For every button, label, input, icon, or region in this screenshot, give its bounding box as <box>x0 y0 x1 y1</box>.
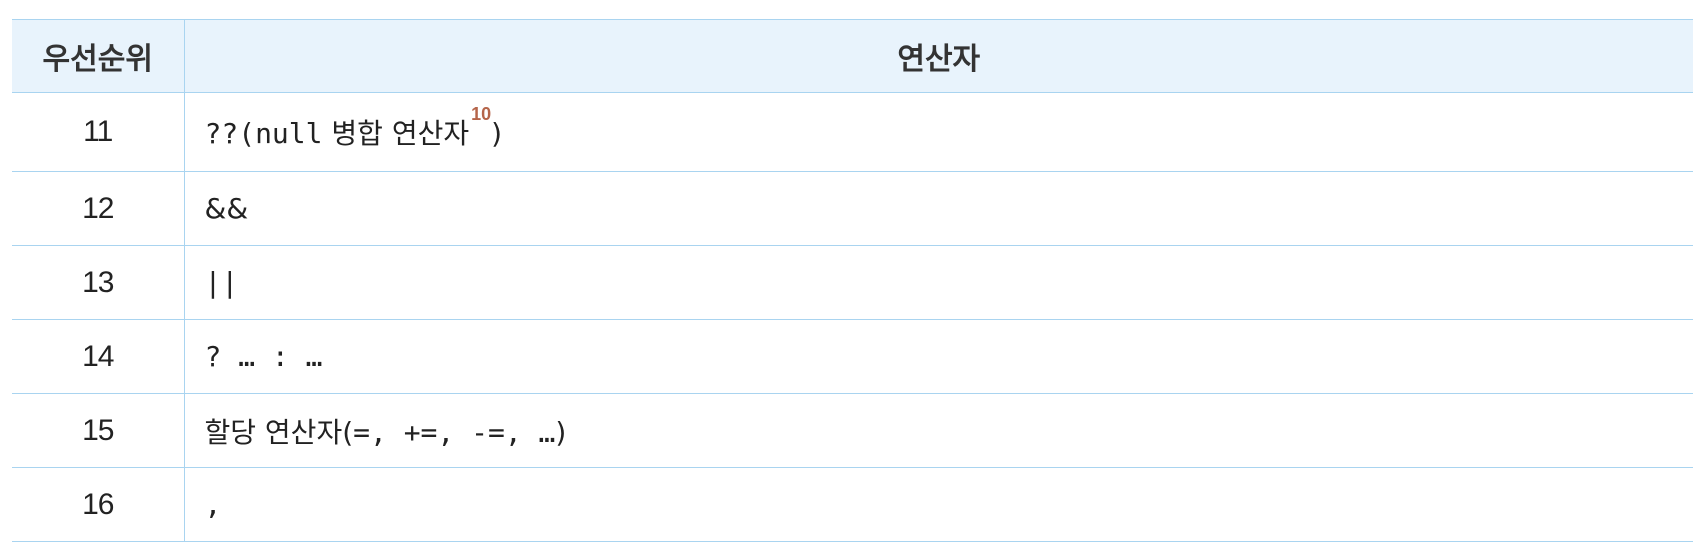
operator-code: ? … : … <box>204 340 323 373</box>
header-rank: 우선순위 <box>12 19 185 93</box>
operator-precedence-table: 우선순위 연산자 11 ??(null 병합 연산자10) 12 && 13 |… <box>12 19 1693 542</box>
operator-code: null <box>255 117 323 150</box>
table-header-row: 우선순위 연산자 <box>12 19 1693 93</box>
table-row: 16 , <box>12 467 1693 542</box>
operator-code: , <box>204 488 222 521</box>
operator-code: ) <box>491 117 503 150</box>
operator-cell: , <box>184 467 1693 542</box>
table-row: 12 && <box>12 171 1693 246</box>
operator-cell: && <box>184 171 1693 246</box>
operator-code: =, +=, -=, … <box>353 415 556 449</box>
rank-cell: 16 <box>12 467 185 542</box>
table-row: 14 ? … : … <box>12 319 1693 394</box>
operator-code: ) <box>555 415 567 449</box>
table-row: 13 || <box>12 245 1693 320</box>
operator-cell: ? … : … <box>184 319 1693 394</box>
operator-cell: || <box>184 245 1693 320</box>
footnote-marker: 10 <box>471 103 492 124</box>
table-row: 11 ??(null 병합 연산자10) <box>12 92 1693 172</box>
operator-cell: 할당 연산자(=, +=, -=, …) <box>184 393 1693 468</box>
rank-cell: 11 <box>12 92 185 172</box>
header-operator: 연산자 <box>184 19 1693 93</box>
operator-description: 할당 연산자( <box>204 415 354 449</box>
rank-cell: 15 <box>12 393 185 468</box>
operator-precedence-table-wrapper: 우선순위 연산자 11 ??(null 병합 연산자10) 12 && 13 |… <box>12 19 1693 542</box>
rank-cell: 12 <box>12 171 185 246</box>
rank-cell: 14 <box>12 319 185 394</box>
rank-cell: 13 <box>12 245 185 320</box>
operator-code: || <box>204 266 239 299</box>
operator-cell: ??(null 병합 연산자10) <box>184 92 1693 172</box>
operator-code: && <box>204 192 249 225</box>
table-row: 15 할당 연산자(=, +=, -=, …) <box>12 393 1693 468</box>
operator-code: ??( <box>204 117 256 150</box>
operator-description: 병합 연산자 <box>322 117 470 150</box>
